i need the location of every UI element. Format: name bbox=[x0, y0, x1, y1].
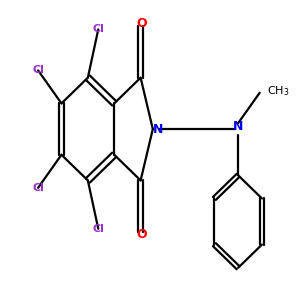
Text: Cl: Cl bbox=[92, 24, 104, 34]
Text: Cl: Cl bbox=[32, 65, 44, 75]
Text: O: O bbox=[137, 17, 147, 31]
Text: N: N bbox=[153, 123, 163, 136]
Text: Cl: Cl bbox=[92, 224, 104, 234]
Text: N: N bbox=[233, 120, 243, 133]
Text: Cl: Cl bbox=[32, 183, 44, 193]
Text: CH$_3$: CH$_3$ bbox=[267, 84, 290, 98]
Text: O: O bbox=[137, 228, 147, 241]
